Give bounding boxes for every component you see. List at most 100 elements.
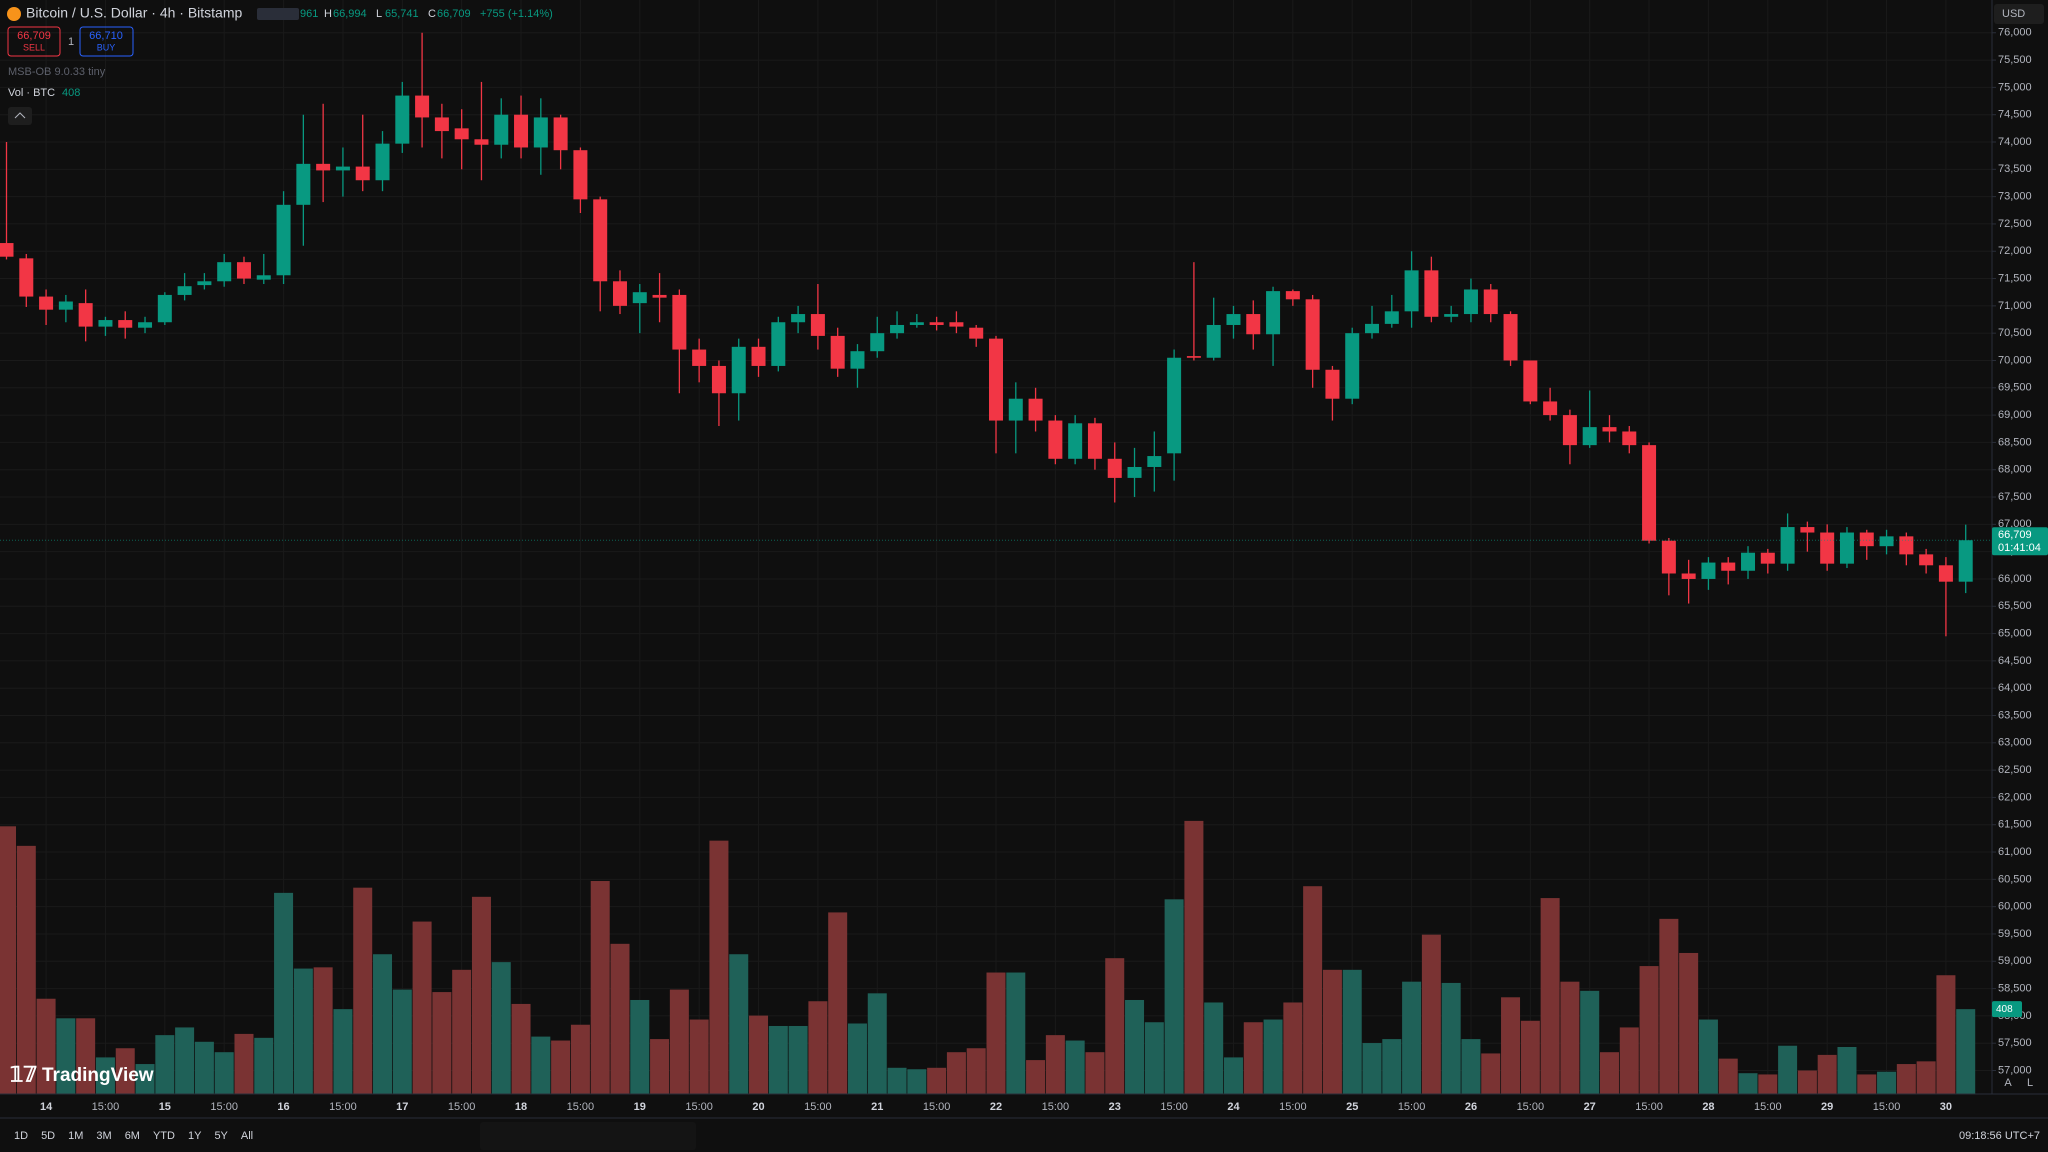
buy-button[interactable]: [79, 26, 134, 57]
y-tick-label: 66,000: [1998, 573, 2032, 585]
more-button[interactable]: [257, 8, 299, 20]
currency[interactable]: USD: [2002, 8, 2025, 20]
volume-bar: [986, 972, 1006, 1094]
x-tick-label: 16: [277, 1101, 289, 1113]
volume-bar: [1936, 975, 1956, 1094]
candle-body: [870, 333, 885, 352]
y-tick-label: 71,000: [1998, 300, 2032, 312]
volume-bar: [214, 1052, 234, 1094]
candle-body: [1562, 415, 1577, 446]
volume-bar: [1342, 969, 1362, 1094]
range-button[interactable]: 1M: [68, 1130, 83, 1142]
candle-body: [39, 296, 54, 310]
candle-body: [1365, 323, 1380, 334]
logo[interactable]: TradingView: [42, 1065, 154, 1086]
x-tick-label: 22: [990, 1101, 1002, 1113]
x-tick-label: 17: [396, 1101, 408, 1113]
candle-body: [316, 163, 331, 171]
candle-body: [1839, 532, 1854, 564]
candle-body: [1008, 398, 1023, 421]
volume-bar: [1144, 1022, 1164, 1094]
candle-body: [1503, 314, 1518, 361]
candle-body: [256, 275, 271, 280]
y-tick-label: 62,500: [1998, 764, 2032, 776]
ohlc-key: L: [376, 8, 382, 20]
volume-bar: [511, 1003, 531, 1094]
collapse-button[interactable]: [8, 107, 32, 125]
ohlc-value: 66,994: [333, 8, 367, 20]
range-button[interactable]: 5Y: [214, 1130, 228, 1142]
volume-label-box: [1992, 1001, 2022, 1018]
range-button[interactable]: 3M: [96, 1130, 111, 1142]
candle-body: [890, 324, 905, 334]
y-tick-label: 75,500: [1998, 54, 2032, 66]
range-button[interactable]: YTD: [153, 1130, 175, 1142]
volume-bar: [689, 1019, 709, 1094]
x-tick-label: 30: [1940, 1101, 1952, 1113]
symbol-title[interactable]: Bitcoin / U.S. Dollar · 4h · Bitstamp: [26, 5, 243, 21]
x-tick-label: 15: [159, 1101, 171, 1113]
range-buttons: 1D 5D 1M 3M 6M YTD 1Y 5Y All: [14, 1130, 253, 1142]
candle-body: [771, 322, 786, 366]
sell-label[interactable]: SELL: [23, 42, 45, 52]
volume-bar: [709, 840, 729, 1094]
range-button[interactable]: 1D: [14, 1130, 28, 1142]
volume-bar: [966, 1048, 986, 1094]
volume-name[interactable]: Vol · BTC: [8, 87, 55, 99]
ohlc-key: C: [428, 8, 436, 20]
x-tick-label: 15:00: [1042, 1101, 1070, 1113]
x-tick-label: 15:00: [329, 1101, 357, 1113]
log-scale[interactable]: L: [2027, 1077, 2033, 1089]
x-tick-label: 18: [515, 1101, 527, 1113]
volume-bar: [590, 881, 610, 1094]
y-tick-label: 73,500: [1998, 163, 2032, 175]
volume-pane: [0, 820, 1976, 1094]
x-tick-label: 15:00: [1754, 1101, 1782, 1113]
sell-price[interactable]: 66,709: [17, 30, 51, 42]
volume-bar: [1877, 1071, 1897, 1094]
sell-button[interactable]: [7, 26, 61, 57]
candle-body: [98, 320, 113, 327]
candle-body: [810, 314, 825, 336]
candle-body: [276, 204, 291, 276]
volume-bar: [1243, 1022, 1263, 1094]
x-tick-label: 15:00: [1160, 1101, 1188, 1113]
candle-body: [573, 150, 588, 200]
candle-body: [415, 95, 430, 118]
candle-body: [1087, 423, 1102, 459]
candle-body: [791, 314, 806, 323]
candle-body: [335, 166, 350, 171]
buy-label[interactable]: BUY: [97, 42, 116, 52]
candle-body: [395, 95, 410, 144]
volume-bar: [432, 992, 452, 1094]
x-tick-label: 28: [1702, 1101, 1714, 1113]
volume-bar: [1006, 972, 1026, 1094]
range-button[interactable]: 1Y: [188, 1130, 202, 1142]
x-tick-label: 14: [40, 1101, 53, 1113]
range-button[interactable]: All: [241, 1130, 253, 1142]
y-tick-label: 70,000: [1998, 354, 2032, 366]
auto-scale[interactable]: A: [2004, 1077, 2012, 1089]
x-tick-label: 15:00: [923, 1101, 951, 1113]
candle-body: [1800, 527, 1815, 533]
volume-bar: [1184, 820, 1204, 1094]
x-tick-label: 25: [1346, 1101, 1358, 1113]
range-button[interactable]: 5D: [41, 1130, 55, 1142]
currency-button[interactable]: [1994, 4, 2044, 24]
candle-body: [138, 322, 153, 328]
volume-bar: [471, 896, 491, 1094]
indicator-name[interactable]: MSB-OB 9.0.33 tiny: [8, 66, 106, 78]
volume-bar: [1896, 1064, 1916, 1094]
x-tick-label: 20: [752, 1101, 764, 1113]
drawing-toolbar[interactable]: [480, 1122, 696, 1150]
volume-bar: [828, 912, 848, 1094]
x-tick-label: 15:00: [448, 1101, 476, 1113]
buy-price[interactable]: 66,710: [89, 30, 123, 42]
x-tick-label: 15:00: [1398, 1101, 1426, 1113]
x-tick-label: 24: [1227, 1101, 1240, 1113]
range-button[interactable]: 6M: [125, 1130, 140, 1142]
volume-bar: [1263, 1019, 1283, 1094]
volume-bar: [1164, 899, 1184, 1094]
volume-bar: [1303, 886, 1323, 1094]
